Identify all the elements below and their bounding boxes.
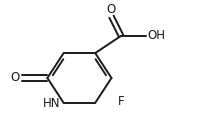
Text: O: O [10,71,20,84]
Text: OH: OH [147,29,165,42]
Text: F: F [118,95,125,108]
Text: HN: HN [43,97,61,110]
Text: O: O [106,3,115,16]
